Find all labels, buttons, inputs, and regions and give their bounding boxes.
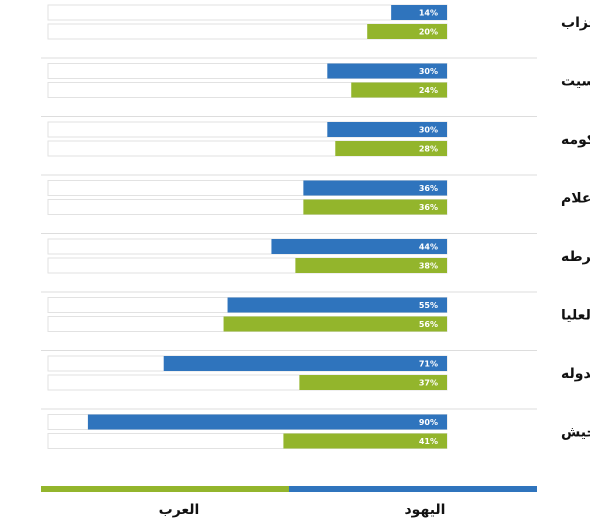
data-label: 24% [419, 86, 438, 95]
bar-jews [87, 414, 448, 430]
bar-jews [303, 180, 447, 196]
bar-arabs [335, 141, 447, 156]
data-label: 90% [419, 418, 438, 427]
bar-arabs [283, 433, 447, 449]
data-label: 14% [419, 9, 438, 18]
category-label: رئيس الدوله [561, 366, 590, 382]
data-label: 30% [419, 67, 438, 76]
data-label: 38% [419, 262, 438, 271]
bar-arabs [303, 199, 447, 215]
data-label: 36% [419, 184, 438, 193]
data-label: 56% [419, 320, 438, 329]
bar-arabs [223, 316, 447, 332]
bar-jews [271, 239, 447, 254]
category-label: الشرطه [561, 249, 590, 265]
legend-label-arabs: العرب [159, 502, 200, 518]
legend-swatch-jews [289, 486, 537, 492]
data-label: 20% [419, 28, 438, 37]
bar-arabs [295, 258, 447, 273]
category-label: الاعلام [561, 191, 590, 207]
data-label: 30% [419, 126, 438, 135]
data-label: 37% [419, 379, 438, 388]
legend-swatch-arabs [41, 486, 289, 492]
bar-arabs [351, 82, 447, 98]
bar-jews [163, 356, 447, 371]
data-label: 44% [419, 243, 438, 252]
category-label: الجيش [561, 425, 590, 441]
data-label: 71% [419, 360, 438, 369]
bar-track [47, 4, 448, 21]
legend-label-jews: اليهود [405, 502, 446, 518]
data-label: 55% [419, 301, 438, 310]
bar-jews [327, 63, 447, 79]
data-label: 36% [419, 203, 438, 212]
bar-arabs [299, 375, 447, 390]
data-label: 41% [419, 437, 438, 446]
category-label: الاحزاب [561, 15, 590, 31]
bar-jews [227, 297, 447, 313]
data-label: 28% [419, 145, 438, 154]
bar-arabs [367, 24, 447, 39]
category-label: المحكمه العليا [561, 308, 590, 324]
category-label: الحكومه [561, 132, 590, 148]
bar-jews [327, 122, 447, 137]
bar-jews [391, 5, 447, 20]
category-label: الكنيسيت [561, 74, 590, 90]
